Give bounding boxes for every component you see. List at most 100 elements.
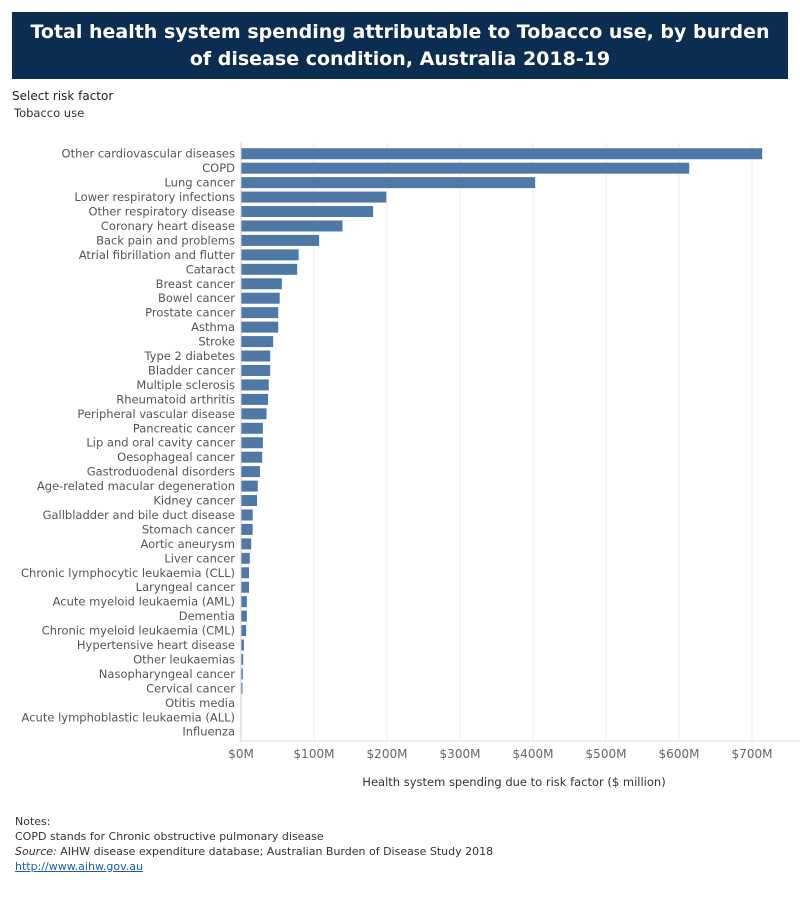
- category-label-9: Breast cancer: [156, 277, 236, 291]
- category-label-34: Hypertensive heart disease: [77, 638, 235, 652]
- category-label-23: Age-related macular degeneration: [37, 479, 235, 493]
- category-label-37: Cervical cancer: [146, 681, 235, 695]
- category-label-36: Nasopharyngeal cancer: [99, 667, 235, 681]
- bar-19: [241, 422, 263, 434]
- bar-30: [241, 581, 250, 593]
- risk-factor-selector[interactable]: Tobacco use: [14, 106, 85, 120]
- category-label-38: Otitis media: [165, 696, 235, 710]
- bar-21: [241, 451, 263, 463]
- category-label-20: Lip and oral cavity cancer: [86, 436, 235, 450]
- filter-label: Select risk factor: [12, 89, 114, 103]
- x-tick-label-2: $200M: [367, 747, 408, 761]
- bar-9: [241, 278, 282, 290]
- bar-11: [241, 307, 279, 319]
- bar-33: [241, 625, 247, 637]
- bar-36: [241, 668, 243, 680]
- aihw-link[interactable]: http://www.aihw.gov.au: [15, 860, 144, 873]
- category-label-32: Dementia: [179, 609, 235, 623]
- bar-4: [241, 206, 374, 218]
- category-label-5: Coronary heart disease: [101, 219, 235, 233]
- x-tick-label-4: $400M: [513, 747, 554, 761]
- category-label-30: Laryngeal cancer: [136, 580, 236, 594]
- bar-13: [241, 336, 274, 348]
- category-label-4: Other respiratory disease: [88, 205, 235, 219]
- notes-section: Notes: COPD stands for Chronic obstructi…: [15, 814, 493, 874]
- bar-3: [241, 191, 387, 203]
- bar-10: [241, 292, 280, 304]
- bar-35: [241, 653, 244, 665]
- bar-14: [241, 350, 271, 362]
- bar-31: [241, 596, 247, 608]
- category-label-35: Other leukaemias: [133, 652, 235, 666]
- category-label-19: Pancreatic cancer: [133, 421, 235, 435]
- category-label-13: Stroke: [198, 335, 235, 349]
- bar-17: [241, 393, 269, 405]
- category-label-6: Back pain and problems: [96, 233, 235, 247]
- x-axis-title: Health system spending due to risk facto…: [362, 775, 665, 789]
- bar-32: [241, 610, 247, 622]
- category-label-22: Gastroduodenal disorders: [87, 465, 235, 479]
- source-label: Source:: [15, 845, 57, 858]
- bar-34: [241, 639, 244, 651]
- category-label-33: Chronic myeloid leukaemia (CML): [42, 624, 235, 638]
- bar-37: [241, 682, 243, 694]
- bar-27: [241, 538, 252, 550]
- source-text: AIHW disease expenditure database; Austr…: [56, 845, 494, 858]
- category-label-18: Peripheral vascular disease: [77, 407, 235, 421]
- bar-1: [241, 162, 690, 174]
- bar-28: [241, 552, 250, 564]
- category-label-11: Prostate cancer: [145, 306, 235, 320]
- bar-8: [241, 263, 298, 275]
- category-label-14: Type 2 diabetes: [143, 349, 235, 363]
- bar-22: [241, 466, 260, 478]
- copd-note: COPD stands for Chronic obstructive pulm…: [15, 830, 324, 843]
- notes-heading: Notes:: [15, 815, 51, 828]
- bar-16: [241, 379, 269, 391]
- category-label-29: Chronic lymphocytic leukaemia (CLL): [21, 566, 235, 580]
- x-tick-label-5: $500M: [586, 747, 627, 761]
- category-label-1: COPD: [202, 161, 235, 175]
- category-label-24: Kidney cancer: [153, 494, 235, 508]
- bar-7: [241, 249, 299, 261]
- category-label-17: Rheumatoid arthritis: [116, 392, 235, 406]
- category-label-8: Cataract: [186, 262, 236, 276]
- bar-0: [241, 148, 763, 160]
- category-label-16: Multiple sclerosis: [136, 378, 235, 392]
- category-label-26: Stomach cancer: [142, 522, 235, 536]
- category-label-27: Aortic aneurysm: [140, 537, 235, 551]
- bar-24: [241, 495, 258, 507]
- category-label-39: Acute lymphoblastic leukaemia (ALL): [22, 710, 235, 724]
- bar-12: [241, 321, 279, 333]
- bar-29: [241, 567, 250, 579]
- category-label-7: Atrial fibrillation and flutter: [79, 248, 235, 262]
- bar-18: [241, 408, 267, 420]
- category-label-15: Bladder cancer: [148, 363, 235, 377]
- category-label-10: Bowel cancer: [158, 291, 235, 305]
- bar-2: [241, 177, 536, 189]
- bar-26: [241, 523, 253, 535]
- category-label-2: Lung cancer: [164, 176, 235, 190]
- x-tick-label-3: $300M: [440, 747, 481, 761]
- x-tick-label-6: $600M: [659, 747, 700, 761]
- category-label-25: Gallbladder and bile duct disease: [43, 508, 235, 522]
- x-tick-label-1: $100M: [294, 747, 335, 761]
- x-tick-label-7: $700M: [732, 747, 773, 761]
- bar-15: [241, 364, 271, 376]
- category-label-12: Asthma: [191, 320, 235, 334]
- category-label-40: Influenza: [182, 725, 235, 739]
- category-label-0: Other cardiovascular diseases: [62, 147, 235, 161]
- bar-23: [241, 480, 258, 492]
- bar-20: [241, 437, 263, 449]
- source-line: Source: AIHW disease expenditure databas…: [15, 844, 493, 859]
- category-label-21: Oesophageal cancer: [117, 450, 235, 464]
- category-label-28: Liver cancer: [164, 551, 235, 565]
- bar-5: [241, 220, 343, 232]
- bar-25: [241, 509, 253, 521]
- bar-6: [241, 234, 320, 246]
- title-banner: Total health system spending attributabl…: [12, 12, 788, 79]
- category-label-31: Acute myeloid leukaemia (AML): [53, 595, 235, 609]
- category-label-3: Lower respiratory infections: [74, 190, 235, 204]
- chart-title: Total health system spending attributabl…: [30, 20, 770, 70]
- x-tick-label-0: $0M: [228, 747, 254, 761]
